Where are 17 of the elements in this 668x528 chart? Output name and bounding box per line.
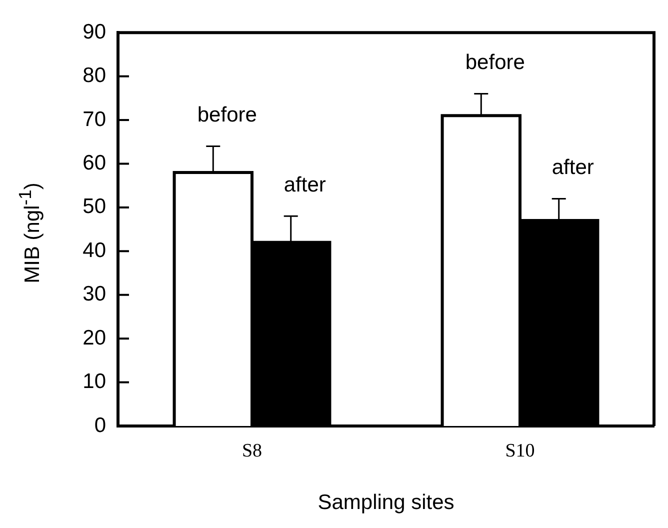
x-axis-title: Sampling sites	[318, 491, 454, 514]
y-tick-label: 70	[82, 108, 106, 131]
x-tick-label: S10	[505, 440, 535, 462]
y-tick-label: 80	[82, 64, 106, 88]
y-tick-label: 90	[82, 20, 106, 44]
series-label: after	[552, 156, 594, 179]
y-tick-label: 20	[82, 326, 106, 350]
y-tick-label: 0	[94, 414, 106, 437]
text: after	[284, 173, 326, 196]
y-tick-label: 40	[82, 238, 106, 262]
series-label: before	[465, 51, 525, 74]
y-tick-label: 30	[82, 282, 106, 306]
text: before	[197, 104, 257, 127]
x-tick-label: S8	[242, 440, 262, 462]
y-tick-label: 10	[82, 370, 106, 394]
y-tick-label: 60	[82, 152, 106, 175]
y-tick-label: 50	[82, 195, 106, 218]
